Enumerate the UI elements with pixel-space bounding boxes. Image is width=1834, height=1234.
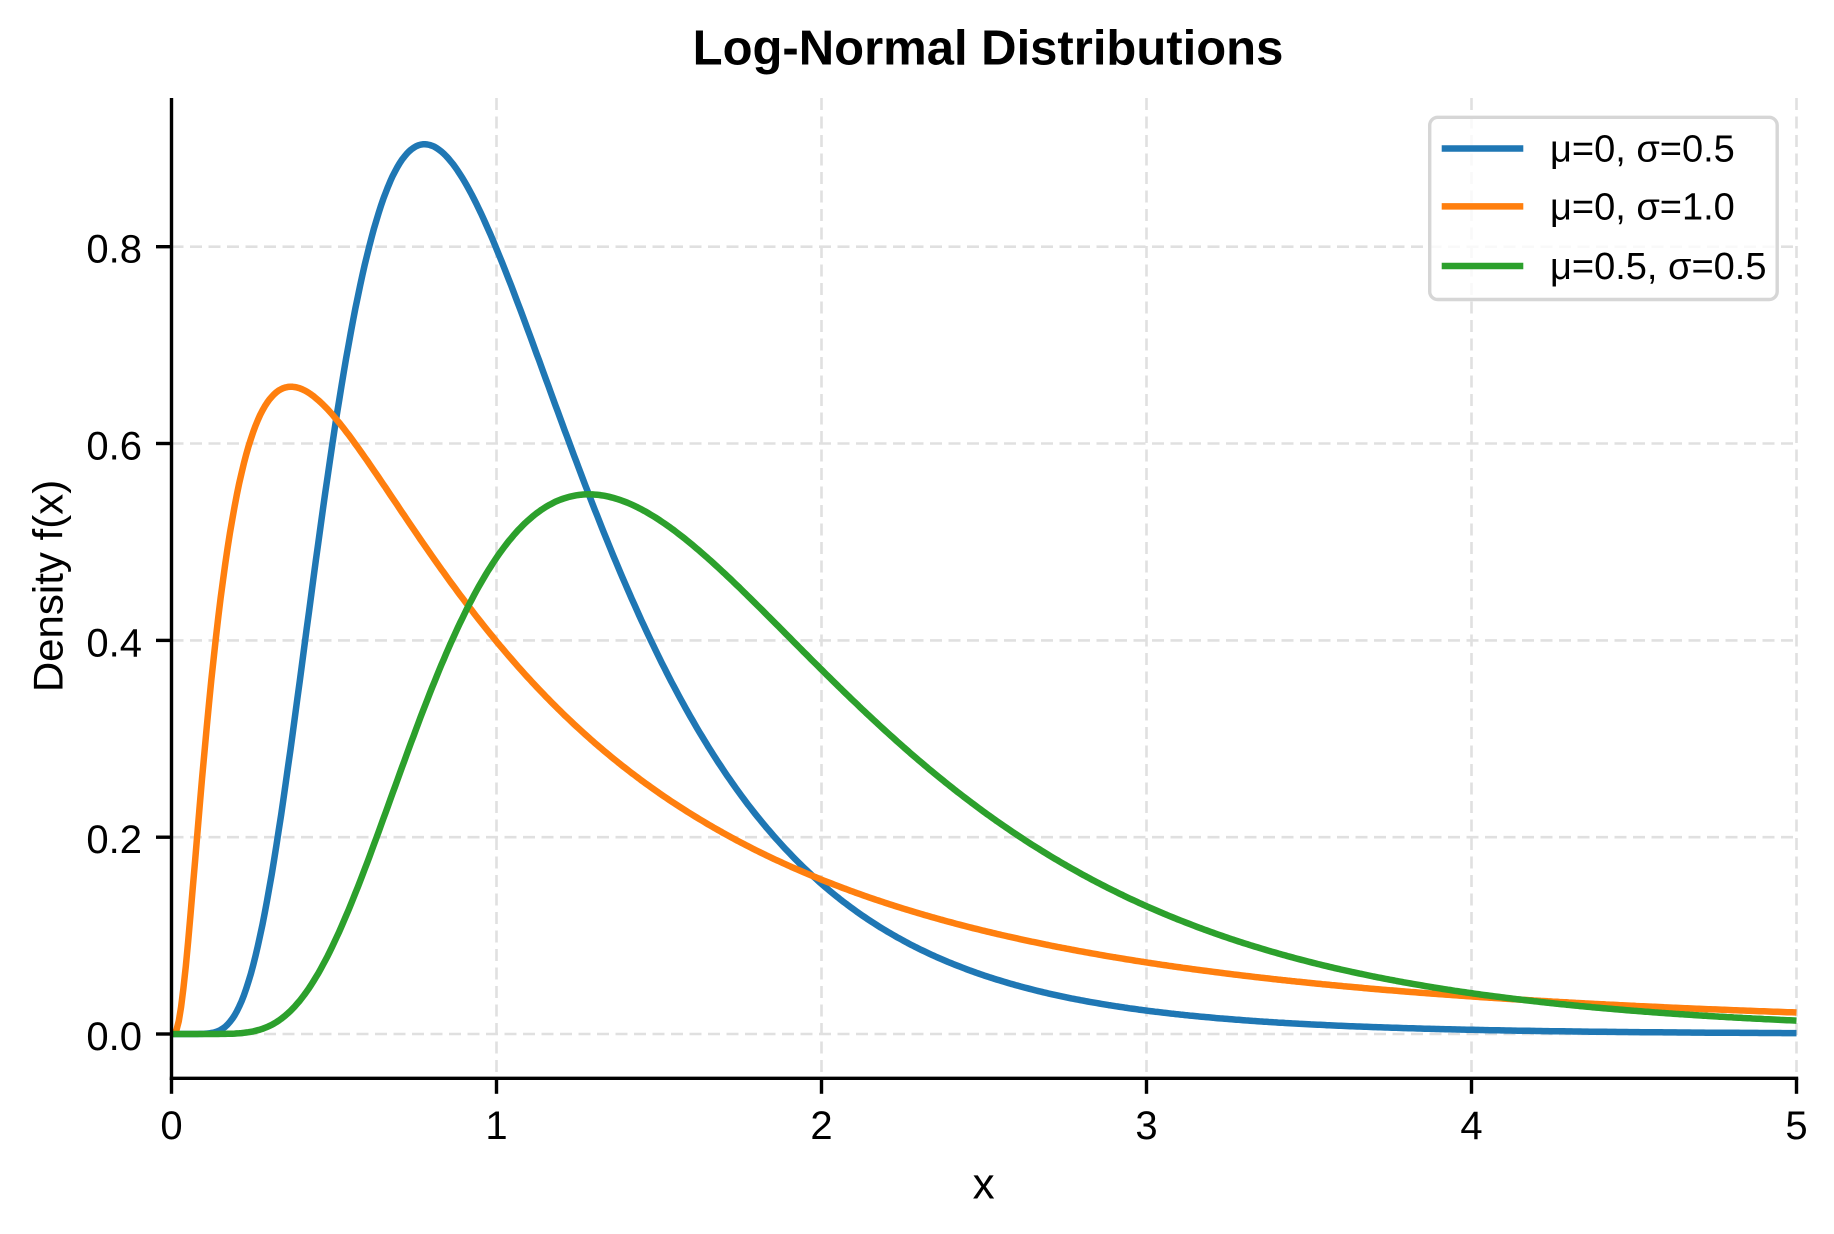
svg-text:0.0: 0.0 <box>86 1015 142 1059</box>
svg-text:0.4: 0.4 <box>86 621 142 665</box>
svg-text:0.8: 0.8 <box>86 228 142 272</box>
svg-text:Log-Normal Distributions: Log-Normal Distributions <box>693 22 1284 76</box>
svg-text:Density f(x): Density f(x) <box>25 480 72 692</box>
svg-text:0: 0 <box>160 1104 182 1148</box>
svg-text:x: x <box>973 1160 995 1209</box>
svg-text:4: 4 <box>1460 1104 1482 1148</box>
svg-text:0.2: 0.2 <box>86 818 142 862</box>
svg-text:3: 3 <box>1135 1104 1157 1148</box>
svg-text:2: 2 <box>810 1104 832 1148</box>
svg-text:0.6: 0.6 <box>86 425 142 469</box>
svg-text:μ=0, σ=0.5: μ=0, σ=0.5 <box>1550 129 1735 171</box>
svg-text:1: 1 <box>485 1104 507 1148</box>
svg-text:5: 5 <box>1785 1104 1807 1148</box>
svg-text:μ=0, σ=1.0: μ=0, σ=1.0 <box>1550 186 1735 228</box>
svg-text:μ=0.5, σ=0.5: μ=0.5, σ=0.5 <box>1550 246 1767 288</box>
